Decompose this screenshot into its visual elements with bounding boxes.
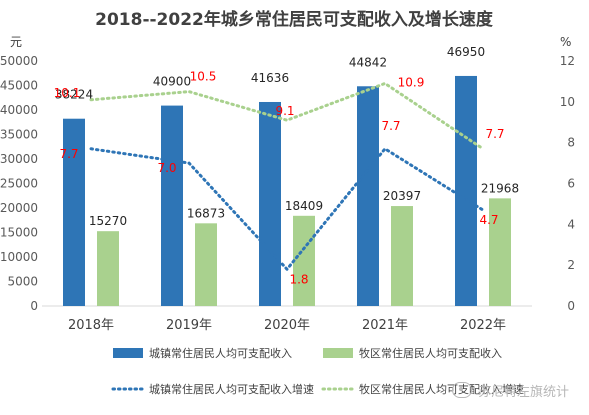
bar [489,198,511,306]
rate-label: 7.0 [157,161,176,175]
watermark: 苏尼特左旗统计 [452,377,588,403]
x-tick-label: 2020年 [264,318,310,333]
y-left-tick-label: 20000 [0,201,38,215]
rate-label: 10.1 [54,86,81,100]
bar [357,86,379,306]
legend-label: 牧区常住居民人均可支配收入 [359,346,502,360]
y-right-tick-label: 0 [567,299,575,313]
rate-label: 7.7 [485,127,504,141]
bar [195,223,217,306]
y-left-tick-label: 25000 [0,177,38,191]
legend-swatch [113,348,143,358]
bar [259,101,281,306]
line-layer [89,81,485,272]
bar-layer [63,75,511,307]
rate-label: 7.7 [381,119,400,133]
y-left-axis-label: 元 [10,35,22,49]
bar [63,118,85,307]
x-tick-label: 2018年 [68,318,114,333]
rate-label: 10.5 [190,70,217,84]
wechat-icon [452,382,472,398]
y-right-tick-label: 6 [567,177,575,191]
bar [293,215,315,306]
bar-value-label: 41636 [251,71,289,85]
bar-value-label: 18409 [285,199,323,213]
y-left-tick-label: 35000 [0,128,38,142]
legend-label: 牧区常住居民人均可支配收入增速 [359,382,524,396]
bar [97,231,119,306]
y-left-tick-label: 40000 [0,103,38,117]
y-left-tick-label: 0 [30,299,38,313]
bar-value-label: 38224 [55,88,93,102]
bar-value-label: 20397 [383,189,421,203]
y-right-tick-label: 10 [560,95,575,109]
x-tick-label: 2022年 [460,318,506,333]
legend-swatch [323,348,353,358]
y-left-tick-label: 15000 [0,226,38,240]
rate-label: 1.8 [289,272,308,286]
bar-value-label: 16873 [187,206,225,220]
y-right-axis-label: % [560,35,571,49]
data-label-layer: 38224 40900 41636 44842 46950 15270 16873 18409… [54,45,519,286]
y-right-tick-label: 2 [567,258,575,272]
legend-label: 城镇常住居民人均可支配收入 [149,346,292,360]
rate-label: 7.7 [59,147,78,161]
y-right-tick-label: 8 [567,136,575,150]
x-tick-label: 2021年 [362,318,408,333]
growth-line [89,81,485,151]
watermark-text: 苏尼特左旗统计 [478,384,570,400]
bar-value-label: 15270 [89,214,127,228]
legend: 城镇常住居民人均可支配收入 牧区常住居民人均可支配收入城镇常住居民人均可支配收入增… [111,346,524,396]
bar [391,206,413,306]
bar-value-label: 44842 [349,55,387,69]
y-left-tick-label: 30000 [0,152,38,166]
x-tick-label: 2019年 [166,318,212,333]
rate-label: 9.1 [275,104,294,118]
bar-value-label: 46950 [447,45,485,59]
bar-value-label: 40900 [153,75,191,89]
y-left-tick-label: 45000 [0,79,38,93]
legend-label: 城镇常住居民人均可支配收入增速 [149,382,314,396]
bar [161,105,183,306]
y-right-tick-label: 4 [567,217,575,231]
y-left-tick-label: 10000 [0,250,38,264]
bar-value-label: 21968 [481,181,519,195]
chart-title: 2018--2022年城乡常住居民可支配收入及增长速度 [95,9,494,30]
y-left-tick-label: 5000 [7,275,38,289]
bar [455,75,477,306]
y-right-tick-label: 12 [560,54,575,68]
rate-label: 4.7 [479,213,498,227]
y-left-tick-label: 50000 [0,54,38,68]
rate-label: 10.9 [398,75,425,89]
axes: 0 5000 10000 15000 20000 25000 30000 35000 40000… [0,54,575,333]
growth-line [89,146,485,272]
